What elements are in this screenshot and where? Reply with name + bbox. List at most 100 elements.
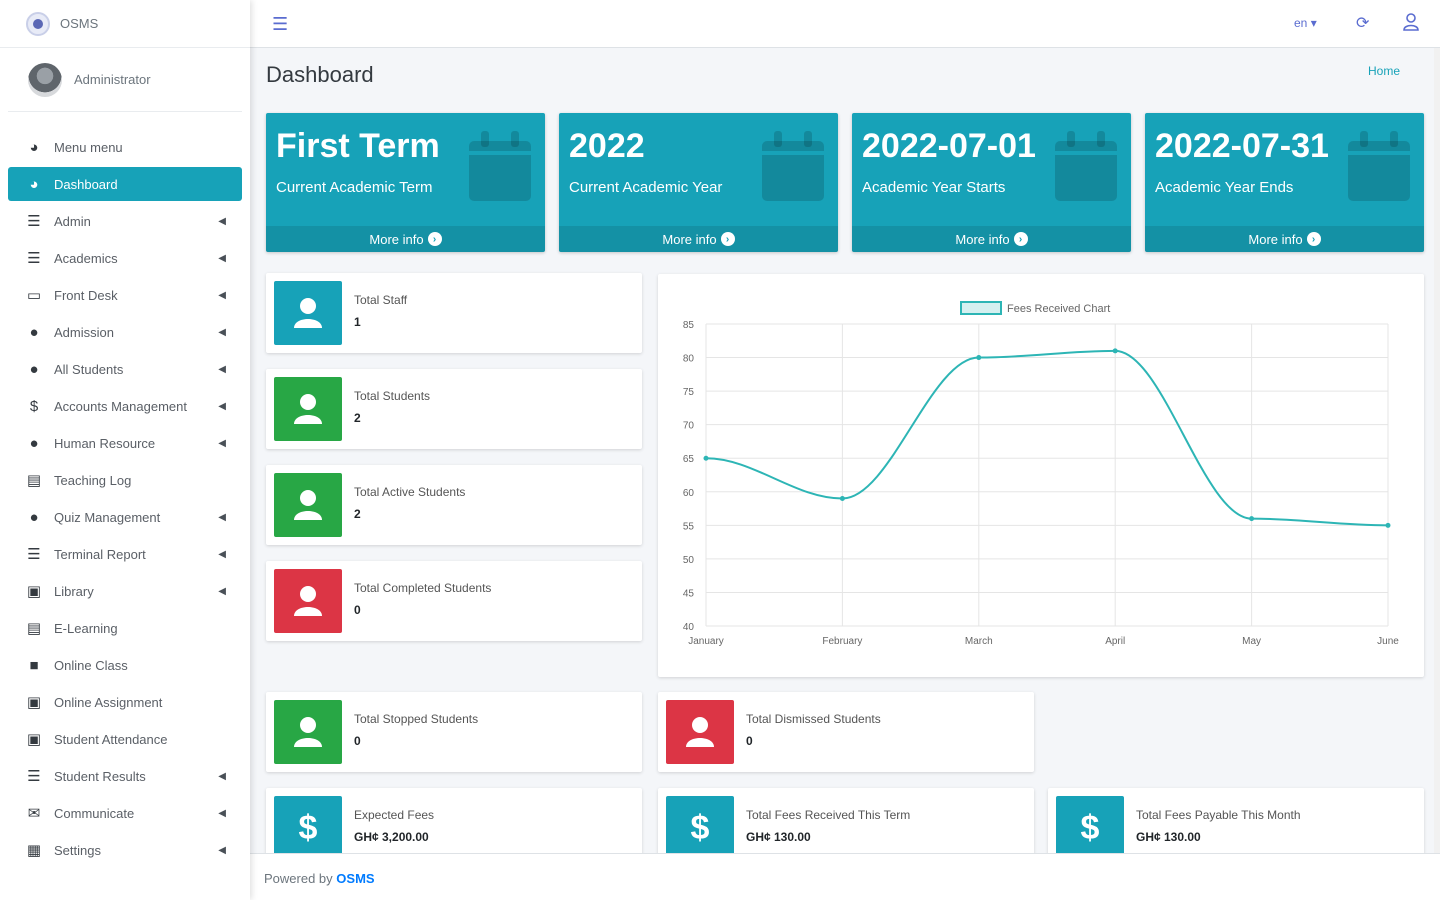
x-tick-label: January [688,636,724,647]
sidebar-item-label: E-Learning [54,620,118,636]
info-box-value: 0 [354,603,361,617]
dashboard-icon: ◕ [29,138,39,156]
sidebar-item-online-class[interactable]: ■ Online Class [8,648,242,682]
chevron-left-icon: ◀ [218,326,226,338]
calendar-icon [1348,131,1410,201]
calendar-icon [469,131,531,201]
sidebar-item-accounts-management[interactable]: $ Accounts Management ◀ [8,389,242,423]
info-box-value: GH¢ 130.00 [1136,830,1201,844]
sidebar-item-library[interactable]: ▣ Library ◀ [8,574,242,608]
avatar [28,62,62,97]
more-info-link[interactable]: More info › [1145,226,1424,252]
info-box-label: Total Active Students [354,485,466,499]
more-info-label: More info [662,231,717,247]
stat-box-3: 2022-07-01 Academic Year Starts More info › [852,113,1131,252]
stat-box-label: Academic Year Starts [862,179,1006,196]
info-box-label: Total Dismissed Students [746,712,881,726]
list-icon: ☰ [27,250,41,267]
more-info-link[interactable]: More info › [559,226,838,252]
more-info-link[interactable]: More info › [852,226,1131,252]
user-panel[interactable]: Administrator [8,48,242,112]
language-dropdown[interactable]: en ▾ [1294,16,1317,30]
info-box-value: GH¢ 130.00 [746,830,811,844]
y-tick-label: 75 [683,387,695,398]
more-info-link[interactable]: More info › [266,226,545,252]
info-box-total-staff: Total Staff 1 [266,273,642,353]
stat-box-value: First Term [276,127,440,165]
sidebar-item-student-results[interactable]: ☰ Student Results ◀ [8,759,242,793]
book-icon: ▣ [26,731,42,748]
data-point [1249,516,1255,522]
info-box-value: 0 [746,734,753,748]
brand-link[interactable]: OSMS [0,0,250,48]
scrollbar[interactable] [1434,48,1440,853]
more-info-label: More info [955,231,1010,247]
breadcrumb-home[interactable]: Home [1367,64,1400,78]
chevron-left-icon: ◀ [218,437,226,449]
fees-chart-card: 40 45 50 55 60 65 70 75 80 85 January February March… [658,274,1424,677]
data-point [839,495,845,501]
sidebar-item-online-assignment[interactable]: ▣ Online Assignment [8,685,242,719]
stat-box-2: 2022 Current Academic Year More info › [559,113,838,252]
sidebar-item-communicate[interactable]: ✉ Communicate ◀ [8,796,242,830]
sidebar-item-label: Academics [54,250,118,266]
sidebar-item-all-students[interactable]: ● All Students ◀ [8,352,242,386]
legend-swatch [960,301,1002,315]
y-tick-label: 70 [683,421,695,432]
info-box-total-students: Total Students 2 [266,369,642,449]
user-name: Administrator [74,72,151,87]
footer-link[interactable]: OSMS [336,871,375,886]
envelope-icon: ✉ [27,805,41,822]
bars-icon[interactable]: ☰ [272,14,289,34]
info-box-value: 2 [354,507,361,521]
chevron-left-icon: ◀ [218,252,226,264]
sidebar-item-settings[interactable]: ▦ Settings ◀ [8,833,242,867]
sidebar-item-label: Student Attendance [54,731,168,747]
sidebar-item-label: Menu menu [54,139,123,155]
stat-box-value: 2022 [569,127,645,165]
page-title: Dashboard [266,62,374,87]
data-point [703,455,709,461]
sidebar-item-terminal-report[interactable]: ☰ Terminal Report ◀ [8,537,242,571]
sidebar-item-admin[interactable]: ☰ Admin ◀ [8,204,242,238]
user-icon[interactable] [1403,13,1419,31]
sidebar-item-label: Quiz Management [54,509,161,525]
user-icon [274,281,342,345]
dollar-icon: $ [1056,796,1124,860]
sidebar-item-label: Human Resource [54,435,156,451]
footer: Powered by OSMS [250,853,1440,900]
chevron-left-icon: ◀ [218,511,226,523]
sidebar-item-academics[interactable]: ☰ Academics ◀ [8,241,242,275]
info-box-value: 0 [354,734,361,748]
info-box-label: Total Students [354,389,431,403]
sidebar-item-dashboard[interactable]: ◕ Dashboard [8,167,242,201]
stat-box-1: First Term Current Academic Term More info… [266,113,545,252]
sidebar-item-label: Communicate [54,805,135,821]
sidebar-item-admission[interactable]: ● Admission ◀ [8,315,242,349]
chevron-left-icon: ◀ [218,807,226,819]
desktop-icon: ▭ [26,287,42,304]
chevron-left-icon: ◀ [218,400,226,412]
user-icon [274,473,342,537]
sidebar-item-e-learning[interactable]: ▤ E-Learning [8,611,242,645]
list-icon: ☰ [27,768,41,785]
arrow-circle-right-icon: › [1306,232,1321,246]
dollar-icon: $ [666,796,734,860]
fees-line-chart: 40 45 50 55 60 65 70 75 80 85 January February March… [683,301,1399,647]
sidebar-item-student-attendance[interactable]: ▣ Student Attendance [8,722,242,756]
sidebar-item-quiz-management[interactable]: ● Quiz Management ◀ [8,500,242,534]
sidebar-item-human-resource[interactable]: ● Human Resource ◀ [8,426,242,460]
book-icon: ▣ [26,583,42,600]
user-icon: ● [29,434,39,452]
dollar-icon: $ [29,397,39,415]
stat-box-value: 2022-07-01 [862,127,1036,165]
y-tick-label: 80 [683,354,695,365]
refresh-icon[interactable]: ⟳ [1356,15,1370,32]
user-icon [274,377,342,441]
info-box-label: Expected Fees [354,808,435,822]
sidebar: OSMS Administrator ◕ Menu menu ◕ Dashboard ☰… [0,0,250,900]
sidebar-item-menu-menu[interactable]: ◕ Menu menu [8,130,242,164]
sidebar-item-label: Library [54,583,94,599]
sidebar-item-teaching-log[interactable]: ▤ Teaching Log [8,463,242,497]
sidebar-item-front-desk[interactable]: ▭ Front Desk ◀ [8,278,242,312]
